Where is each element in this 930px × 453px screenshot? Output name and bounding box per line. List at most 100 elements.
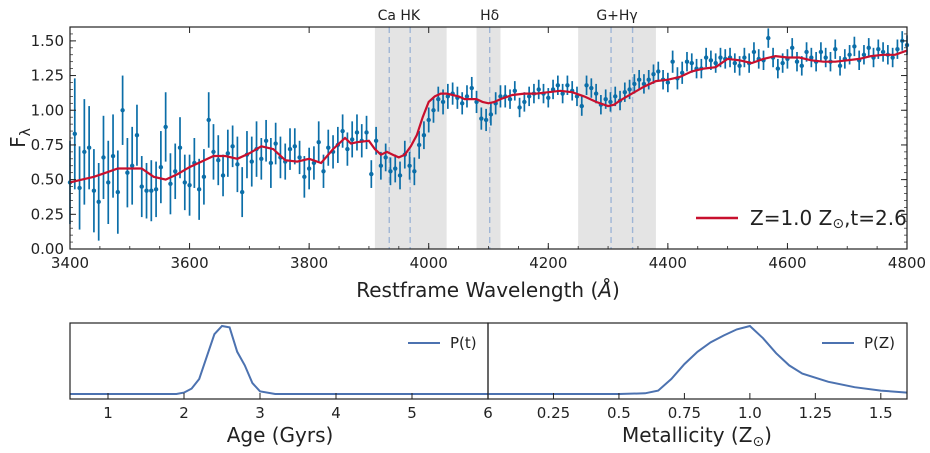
age-legend: P(t) bbox=[408, 334, 477, 352]
data-point bbox=[459, 101, 465, 106]
age-x-tick-label: 1 bbox=[103, 404, 113, 422]
data-point bbox=[469, 85, 474, 91]
x-tick-label: 3400 bbox=[51, 254, 89, 272]
data-point bbox=[120, 108, 125, 113]
data-point bbox=[321, 169, 326, 174]
age-plot-frame bbox=[69, 322, 489, 400]
data-point bbox=[546, 95, 551, 100]
data-point bbox=[373, 138, 379, 143]
x-tick-label: 4600 bbox=[768, 254, 806, 272]
data-point bbox=[498, 94, 503, 99]
data-point bbox=[775, 66, 781, 71]
metallicity-x-axis-label: Metallicity (Z⊙) bbox=[622, 423, 772, 450]
data-point bbox=[732, 60, 738, 66]
data-point bbox=[560, 91, 565, 96]
data-point bbox=[861, 52, 867, 57]
age-x-axis-label: Age (Gyrs) bbox=[227, 423, 334, 447]
main-x-axis-label: Restframe Wavelength (Å) bbox=[356, 278, 620, 302]
data-point bbox=[173, 169, 178, 174]
data-point bbox=[794, 59, 800, 64]
data-point bbox=[225, 151, 231, 156]
age-x-tick-label: 4 bbox=[331, 404, 341, 422]
data-point bbox=[790, 45, 795, 51]
data-point bbox=[302, 174, 307, 180]
data-point bbox=[713, 60, 718, 66]
data-point bbox=[216, 158, 221, 163]
data-point bbox=[517, 105, 522, 110]
data-point bbox=[412, 169, 417, 174]
feature-annotation: Ca HK bbox=[378, 8, 421, 24]
data-point bbox=[589, 85, 594, 91]
data-point bbox=[555, 83, 561, 88]
model-spectrum-line bbox=[69, 49, 908, 184]
data-point bbox=[349, 137, 355, 142]
y-tick-label: 0.50 bbox=[31, 171, 64, 189]
data-point bbox=[187, 182, 192, 188]
data-point bbox=[383, 155, 388, 160]
data-point bbox=[742, 55, 747, 60]
data-point bbox=[369, 171, 374, 177]
metallicity-probability-curve bbox=[488, 324, 908, 395]
data-point bbox=[86, 145, 92, 150]
data-point bbox=[483, 117, 489, 123]
data-point bbox=[579, 103, 584, 109]
data-point bbox=[876, 47, 881, 52]
data-point bbox=[890, 55, 895, 60]
data-point bbox=[565, 83, 570, 88]
data-point bbox=[536, 87, 541, 92]
data-point bbox=[340, 128, 345, 134]
data-point bbox=[847, 52, 852, 57]
main-y-axis-label: Fλ bbox=[6, 128, 34, 148]
data-point bbox=[718, 55, 723, 60]
data-point bbox=[287, 146, 293, 152]
data-point bbox=[512, 88, 518, 94]
data-point bbox=[129, 163, 135, 168]
data-point bbox=[507, 96, 513, 102]
data-point bbox=[397, 173, 403, 178]
data-point bbox=[646, 77, 651, 82]
x-tick-label: 3800 bbox=[290, 254, 328, 272]
data-point bbox=[115, 189, 121, 195]
metallicity-x-tick-label: 0.25 bbox=[537, 404, 570, 422]
data-point bbox=[388, 169, 393, 174]
x-tick-label: 4000 bbox=[410, 254, 448, 272]
data-point bbox=[393, 166, 398, 171]
data-point bbox=[354, 130, 360, 135]
data-point bbox=[833, 47, 838, 52]
data-point bbox=[665, 80, 671, 85]
data-point bbox=[297, 155, 302, 160]
data-point bbox=[206, 117, 211, 123]
data-point bbox=[316, 139, 321, 145]
data-point bbox=[158, 164, 164, 170]
age-probability-curve bbox=[70, 324, 488, 395]
data-point bbox=[799, 63, 804, 69]
data-point bbox=[96, 199, 101, 205]
data-point bbox=[364, 130, 369, 135]
data-point bbox=[292, 144, 297, 149]
metallicity-probability-panel: 0.25 0.5 0.75 1.0 1.25 1.5 P(Z) Metallicity (… bbox=[487, 322, 908, 450]
data-point bbox=[737, 63, 742, 69]
data-point bbox=[196, 187, 202, 192]
data-point bbox=[593, 91, 599, 96]
data-point bbox=[72, 131, 77, 137]
data-point bbox=[134, 133, 140, 138]
main-legend-label: Z=1.0 Z⊙,t=2.6 bbox=[750, 206, 907, 232]
data-point bbox=[680, 70, 685, 75]
data-point bbox=[880, 49, 886, 55]
data-point bbox=[182, 180, 187, 185]
data-point bbox=[766, 35, 771, 41]
data-point bbox=[656, 69, 661, 74]
data-point bbox=[431, 108, 436, 113]
x-tick-label: 4200 bbox=[529, 254, 567, 272]
metallicity-legend: P(Z) bbox=[822, 334, 895, 352]
data-point bbox=[149, 188, 154, 193]
data-point bbox=[804, 49, 809, 55]
data-point bbox=[416, 142, 422, 148]
data-point bbox=[407, 163, 412, 168]
y-tick-label: 0.25 bbox=[31, 205, 64, 223]
age-x-tick-label: 2 bbox=[179, 404, 189, 422]
absorption-band-shade bbox=[578, 27, 656, 249]
data-point bbox=[77, 185, 82, 191]
y-tick-label: 1.50 bbox=[31, 32, 64, 50]
data-point bbox=[125, 170, 130, 175]
